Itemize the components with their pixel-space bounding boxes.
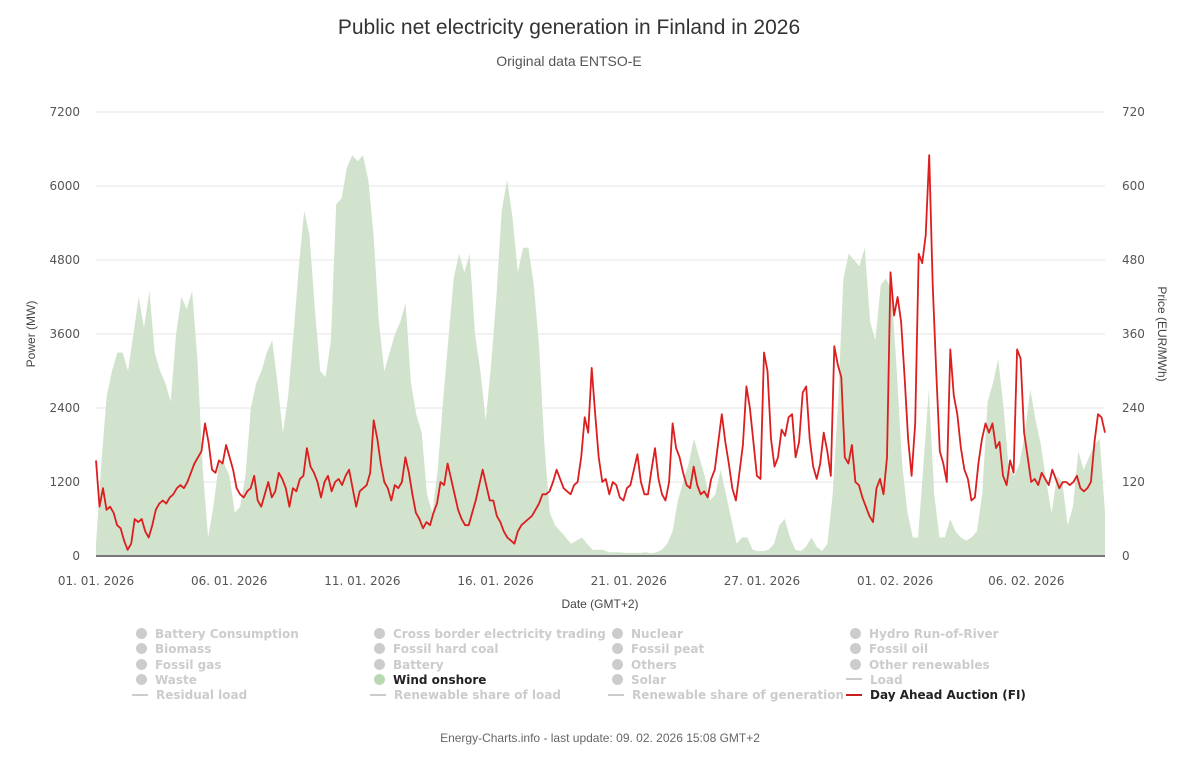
y-tick-label: 1200	[49, 475, 80, 489]
legend-dot-icon	[850, 643, 861, 655]
legend-item-hydro-run-of-river[interactable]: Hydro Run-of-River	[846, 627, 999, 642]
y2-tick-label: 480	[1122, 253, 1145, 267]
legend-item-nuclear[interactable]: Nuclear	[608, 627, 683, 642]
x-tick-label: 06. 01. 2026	[191, 574, 267, 588]
chart-subtitle: Original data ENTSO-E	[496, 53, 642, 69]
legend-label: Battery	[393, 657, 444, 672]
legend-dot-icon	[612, 643, 623, 655]
legend-item-biomass[interactable]: Biomass	[132, 642, 211, 657]
legend-label: Fossil gas	[155, 657, 222, 672]
x-axis-ticks: 01. 01. 2026 06. 01. 2026 11. 01. 2026 16. …	[58, 574, 1065, 588]
footer-credit: Energy-Charts.info - last update: 09. 02…	[440, 731, 760, 745]
legend-label: Fossil peat	[631, 642, 705, 657]
y-tick-label: 6000	[49, 179, 80, 193]
legend-dot-icon	[374, 673, 385, 685]
legend-dot-icon	[374, 658, 385, 670]
legend-dot-icon	[136, 643, 147, 655]
legend-label: Biomass	[155, 642, 212, 657]
legend-dot-icon	[374, 643, 385, 655]
legend-item-solar[interactable]: Solar	[608, 673, 666, 688]
legend-dot-icon	[850, 658, 861, 670]
y-tick-label: 3600	[49, 327, 80, 341]
legend-item-load[interactable]: Load	[846, 673, 903, 688]
legend-dot-icon	[136, 673, 147, 685]
legend-label: Others	[631, 657, 677, 672]
legend-dot-icon	[612, 658, 623, 670]
legend-line-icon	[370, 693, 386, 696]
legend-label: Waste	[155, 672, 197, 687]
x-tick-label: 06. 02. 2026	[988, 574, 1064, 588]
y-tick-label: 2400	[49, 401, 80, 415]
legend-label: Residual load	[156, 688, 248, 703]
x-tick-label: 11. 01. 2026	[324, 574, 400, 588]
y-tick-label: 0	[72, 549, 80, 563]
y-axis-ticks-left: 0 1200 2400 3600 4800 6000 7200	[49, 105, 80, 563]
legend-label: Renewable share of load	[394, 688, 561, 703]
series-line-day-ahead-auction[interactable]	[95, 154, 1106, 551]
y-axis-ticks-right: 0 120 240 360 480 600 720	[1122, 105, 1145, 563]
x-tick-label: 16. 01. 2026	[457, 574, 533, 588]
grid-lines	[96, 111, 1105, 483]
x-tick-label: 01. 01. 2026	[58, 574, 134, 588]
y-axis-title-right: Price (EUR/MWh)	[1155, 286, 1169, 381]
legend-item-day-ahead-auction-fi[interactable]: Day Ahead Auction (FI)	[846, 688, 1026, 703]
y-axis-title-left: Power (MW)	[24, 301, 38, 368]
x-tick-label: 01. 02. 2026	[857, 574, 933, 588]
legend-label: Battery Consumption	[155, 627, 299, 641]
legend-item-other-renewables[interactable]: Other renewables	[846, 658, 990, 673]
legend-dot-icon	[374, 628, 385, 639]
legend-item-fossil-peat[interactable]: Fossil peat	[608, 642, 704, 657]
legend-item-others[interactable]: Others	[608, 658, 677, 673]
legend-dot-icon	[612, 628, 623, 639]
x-tick-label: 21. 01. 2026	[591, 574, 667, 588]
legend-item-renewable-share-of-load[interactable]: Renewable share of load	[370, 688, 561, 703]
legend-label: Fossil oil	[869, 642, 929, 657]
legend-label: Solar	[631, 672, 667, 687]
legend-label: Nuclear	[631, 627, 683, 641]
y2-tick-label: 240	[1122, 401, 1145, 415]
legend-label: Fossil hard coal	[393, 642, 499, 657]
y2-tick-label: 360	[1122, 327, 1145, 341]
series-layer	[95, 154, 1106, 556]
y2-tick-label: 120	[1122, 475, 1145, 489]
legend-dot-icon	[136, 628, 147, 639]
legend-label: Renewable share of generation	[632, 688, 844, 703]
legend-item-battery-consumption[interactable]: Battery Consumption	[132, 627, 299, 642]
legend-dot-icon	[612, 673, 623, 685]
legend-label: Other renewables	[869, 657, 990, 672]
legend-label: Hydro Run-of-River	[869, 627, 999, 641]
y2-tick-label: 600	[1122, 179, 1145, 193]
legend-item-fossil-oil[interactable]: Fossil oil	[846, 642, 928, 657]
legend-line-icon	[132, 693, 148, 696]
legend-dot-icon	[850, 628, 861, 639]
chart-title: Public net electricity generation in Fin…	[337, 16, 801, 39]
x-axis-title: Date (GMT+2)	[561, 597, 638, 611]
legend-label: Load	[870, 672, 903, 687]
legend-dot-icon	[136, 658, 147, 670]
y-tick-label: 4800	[49, 253, 80, 267]
y2-tick-label: 720	[1122, 105, 1145, 119]
legend-line-icon	[846, 693, 862, 696]
legend-item-waste[interactable]: Waste	[132, 673, 197, 688]
legend-item-battery[interactable]: Battery	[370, 658, 444, 673]
y-tick-label: 7200	[49, 105, 80, 119]
legend-line-icon	[846, 678, 862, 681]
legend-item-wind-onshore[interactable]: Wind onshore	[370, 673, 486, 688]
legend-label: Wind onshore	[393, 672, 487, 687]
legend-item-cross-border-electricity-trading[interactable]: Cross border electricity trading	[370, 627, 606, 642]
x-tick-label: 27. 01. 2026	[724, 574, 800, 588]
series-area-wind-onshore[interactable]	[96, 155, 1105, 556]
legend-item-residual-load[interactable]: Residual load	[132, 688, 247, 703]
legend-item-fossil-gas[interactable]: Fossil gas	[132, 658, 221, 673]
legend-item-fossil-hard-coal[interactable]: Fossil hard coal	[370, 642, 499, 657]
legend-item-renewable-share-of-generation[interactable]: Renewable share of generation	[608, 688, 844, 703]
legend-line-icon	[608, 693, 624, 696]
y2-tick-label: 0	[1122, 549, 1130, 563]
legend-label: Day Ahead Auction (FI)	[870, 688, 1026, 703]
legend-label: Cross border electricity trading	[393, 627, 606, 641]
